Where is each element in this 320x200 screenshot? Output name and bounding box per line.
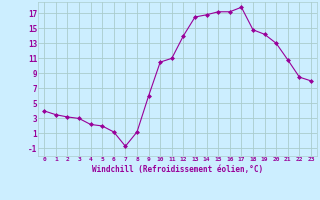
X-axis label: Windchill (Refroidissement éolien,°C): Windchill (Refroidissement éolien,°C): [92, 165, 263, 174]
